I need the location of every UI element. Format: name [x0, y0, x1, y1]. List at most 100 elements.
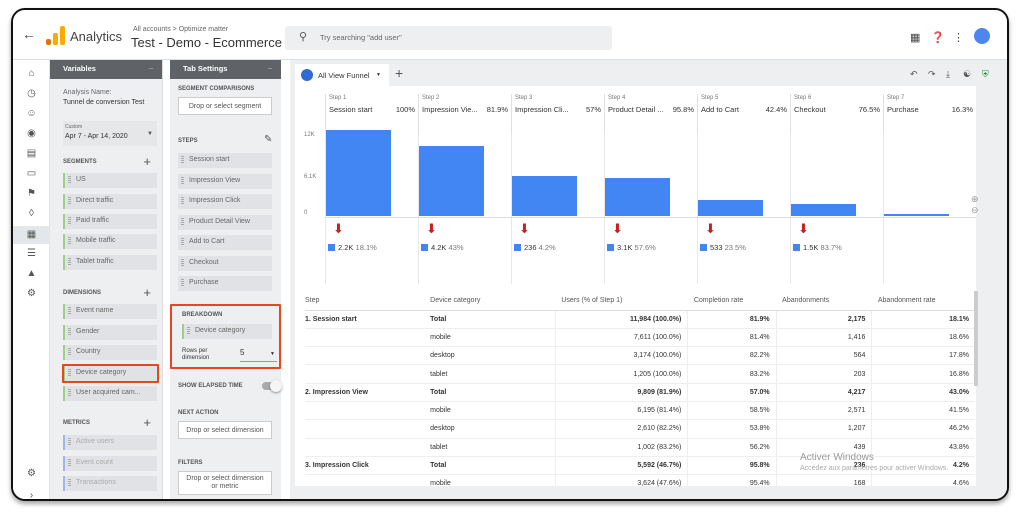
- table-row[interactable]: mobile 3,624 (47.6%) 95.4% 168 4.6%: [305, 474, 975, 494]
- breakdown-chip[interactable]: Device category: [182, 324, 272, 339]
- chevron-right-icon[interactable]: ›: [29, 490, 34, 501]
- step-chip[interactable]: Add to Cart: [178, 235, 272, 250]
- table-scrollbar[interactable]: [974, 291, 978, 386]
- table-cell: 43.8%: [871, 438, 975, 457]
- table-row[interactable]: desktop 3,174 (100.0%) 82.2% 564 17.8%: [305, 346, 975, 366]
- step-header[interactable]: Step 2 Impression Vie... 81.9%: [418, 94, 511, 134]
- funnel-bar[interactable]: [605, 177, 670, 216]
- devices-icon[interactable]: ▭: [26, 168, 37, 179]
- minimize-icon[interactable]: _: [267, 61, 272, 70]
- segment-chip[interactable]: US: [63, 173, 157, 188]
- rows-per-dimension-select[interactable]: 5 ▼: [240, 348, 277, 362]
- step-chip[interactable]: Checkout: [178, 256, 272, 271]
- next-action-label: NEXT ACTION: [178, 410, 219, 416]
- tab-all-view-funnel[interactable]: All View Funnel ▼: [295, 64, 389, 86]
- table-row[interactable]: tablet 1,205 (100.0%) 83.2% 203 16.8%: [305, 364, 975, 384]
- step-header[interactable]: Step 1 Session start 100%: [325, 94, 418, 134]
- property-selector[interactable]: Test - Demo - Ecommerce ▾: [131, 35, 293, 50]
- redo-icon[interactable]: ↷: [928, 69, 936, 79]
- table-row[interactable]: 1. Session start Total 11,984 (100.0%) 81.9…: [305, 310, 975, 329]
- step-chip[interactable]: Session start: [178, 153, 272, 168]
- share-users-icon[interactable]: ☯: [963, 69, 972, 79]
- funnel-bar[interactable]: [698, 199, 763, 216]
- flag-icon[interactable]: ⚑: [27, 188, 36, 199]
- add-segment-button[interactable]: +: [143, 154, 151, 169]
- step-chip[interactable]: Impression Click: [178, 194, 272, 209]
- table-row[interactable]: 3. Impression Click Total 5,592 (46.7%) 95.…: [305, 456, 975, 476]
- elapsed-time-toggle[interactable]: [262, 380, 282, 392]
- metric-chip[interactable]: Active users: [63, 435, 157, 450]
- search-input[interactable]: ⚲ Try searching "add user": [285, 26, 612, 50]
- home-icon[interactable]: ⌂: [28, 68, 35, 79]
- add-tab-button[interactable]: +: [395, 65, 404, 81]
- funnel-bar[interactable]: [512, 175, 577, 216]
- dimension-chip[interactable]: User acquired cam...: [63, 386, 157, 401]
- step-chip[interactable]: Purchase: [178, 276, 272, 291]
- person-icon[interactable]: ☺: [26, 108, 37, 119]
- segment-chip[interactable]: Direct traffic: [63, 194, 157, 209]
- explore-icon[interactable]: ▦: [13, 226, 50, 244]
- step-header[interactable]: Step 3 Impression Cli... 57%: [511, 94, 604, 134]
- minimize-icon[interactable]: _: [148, 61, 153, 70]
- column-header[interactable]: Device category: [430, 291, 556, 311]
- help-icon[interactable]: ❓: [931, 32, 945, 44]
- metric-chip[interactable]: Event count: [63, 456, 157, 471]
- step-header[interactable]: Step 7 Purchase 16.3%: [883, 94, 976, 134]
- settings-icon[interactable]: ⚙: [27, 288, 36, 299]
- clock-icon[interactable]: ◷: [27, 88, 36, 99]
- filters-drop-zone[interactable]: Drop or select dimension or metric: [178, 471, 272, 495]
- table-row[interactable]: mobile 7,611 (100.0%) 81.4% 1,416 18.6%: [305, 328, 975, 348]
- segment-comparisons-label: SEGMENT COMPARISONS: [178, 86, 255, 92]
- funnel-bar[interactable]: [884, 213, 949, 216]
- table-icon[interactable]: ▤: [26, 148, 37, 159]
- avatar[interactable]: [974, 28, 990, 44]
- funnel-bar[interactable]: [326, 130, 391, 216]
- next-action-drop-zone[interactable]: Drop or select dimension: [178, 421, 272, 439]
- undo-icon[interactable]: ↶: [910, 69, 918, 79]
- zoom-in-icon[interactable]: ⊕: [971, 194, 979, 204]
- breadcrumb[interactable]: All accounts > Optimize matter: [133, 26, 229, 33]
- segment-chip[interactable]: Tablet traffic: [63, 255, 157, 270]
- conversion-icon[interactable]: ◊: [29, 208, 34, 219]
- zoom-out-icon[interactable]: ⊖: [971, 205, 979, 215]
- table-row[interactable]: desktop1,403 (44.2%)97.4%372.6%: [305, 492, 975, 499]
- more-vert-icon[interactable]: ⋮: [953, 32, 964, 44]
- table-row[interactable]: tablet 1,002 (83.2%) 56.2% 439 43.8%: [305, 438, 975, 457]
- funnel-bar[interactable]: [791, 203, 856, 216]
- add-dimension-button[interactable]: +: [143, 285, 151, 300]
- table-row[interactable]: desktop 2,610 (82.2%) 53.8% 1,207 46.2%: [305, 419, 975, 439]
- column-header[interactable]: Users (% of Step 1): [555, 291, 688, 311]
- table-row[interactable]: mobile 6,195 (81.4%) 58.5% 2,571 41.5%: [305, 401, 975, 421]
- column-header[interactable]: Abandonment rate: [871, 291, 975, 311]
- dimension-chip[interactable]: Event name: [63, 304, 157, 319]
- column-header[interactable]: Step: [305, 291, 431, 311]
- step-header[interactable]: Step 5 Add to Cart 42.4%: [697, 94, 790, 134]
- dimension-chip-device-category[interactable]: Device category: [63, 366, 157, 381]
- user-list-icon[interactable]: ☰: [27, 248, 36, 259]
- step-chip[interactable]: Impression View: [178, 174, 272, 189]
- edit-pencil-icon[interactable]: ✎: [264, 134, 273, 145]
- analysis-name[interactable]: Tunnel de conversion Test: [63, 99, 145, 106]
- column-header[interactable]: Abandonments: [776, 291, 872, 311]
- step-header[interactable]: Step 6 Checkout 76.5%: [790, 94, 883, 134]
- arrow-left-icon[interactable]: ←: [22, 26, 36, 42]
- segment-drop-zone[interactable]: Drop or select segment: [178, 97, 272, 115]
- metric-chip[interactable]: Transactions: [63, 476, 157, 491]
- step-chip[interactable]: Product Detail View: [178, 215, 272, 230]
- segment-chip[interactable]: Paid traffic: [63, 214, 157, 229]
- table-row[interactable]: 2. Impression View Total 9,809 (81.9%) 57.0…: [305, 383, 975, 402]
- hierarchy-icon[interactable]: ▲: [26, 268, 37, 279]
- dimension-chip[interactable]: Country: [63, 345, 157, 360]
- step-header[interactable]: Step 4 Product Detail ... 95.8%: [604, 94, 697, 134]
- funnel-bar[interactable]: [419, 145, 484, 216]
- download-icon[interactable]: ⤓: [946, 69, 950, 79]
- segment-chip[interactable]: Mobile traffic: [63, 234, 157, 249]
- admin-gear-icon[interactable]: ⚙: [27, 468, 36, 479]
- date-range-selector[interactable]: Custom Apr 7 - Apr 14, 2020 ▼: [63, 121, 157, 146]
- globe-icon[interactable]: ◉: [27, 128, 36, 139]
- shield-check-icon[interactable]: ⛨: [982, 69, 989, 79]
- add-metric-button[interactable]: +: [143, 415, 151, 430]
- dimension-chip[interactable]: Gender: [63, 325, 157, 340]
- apps-grid-icon[interactable]: ▦: [910, 32, 921, 44]
- column-header[interactable]: Completion rate: [687, 291, 777, 311]
